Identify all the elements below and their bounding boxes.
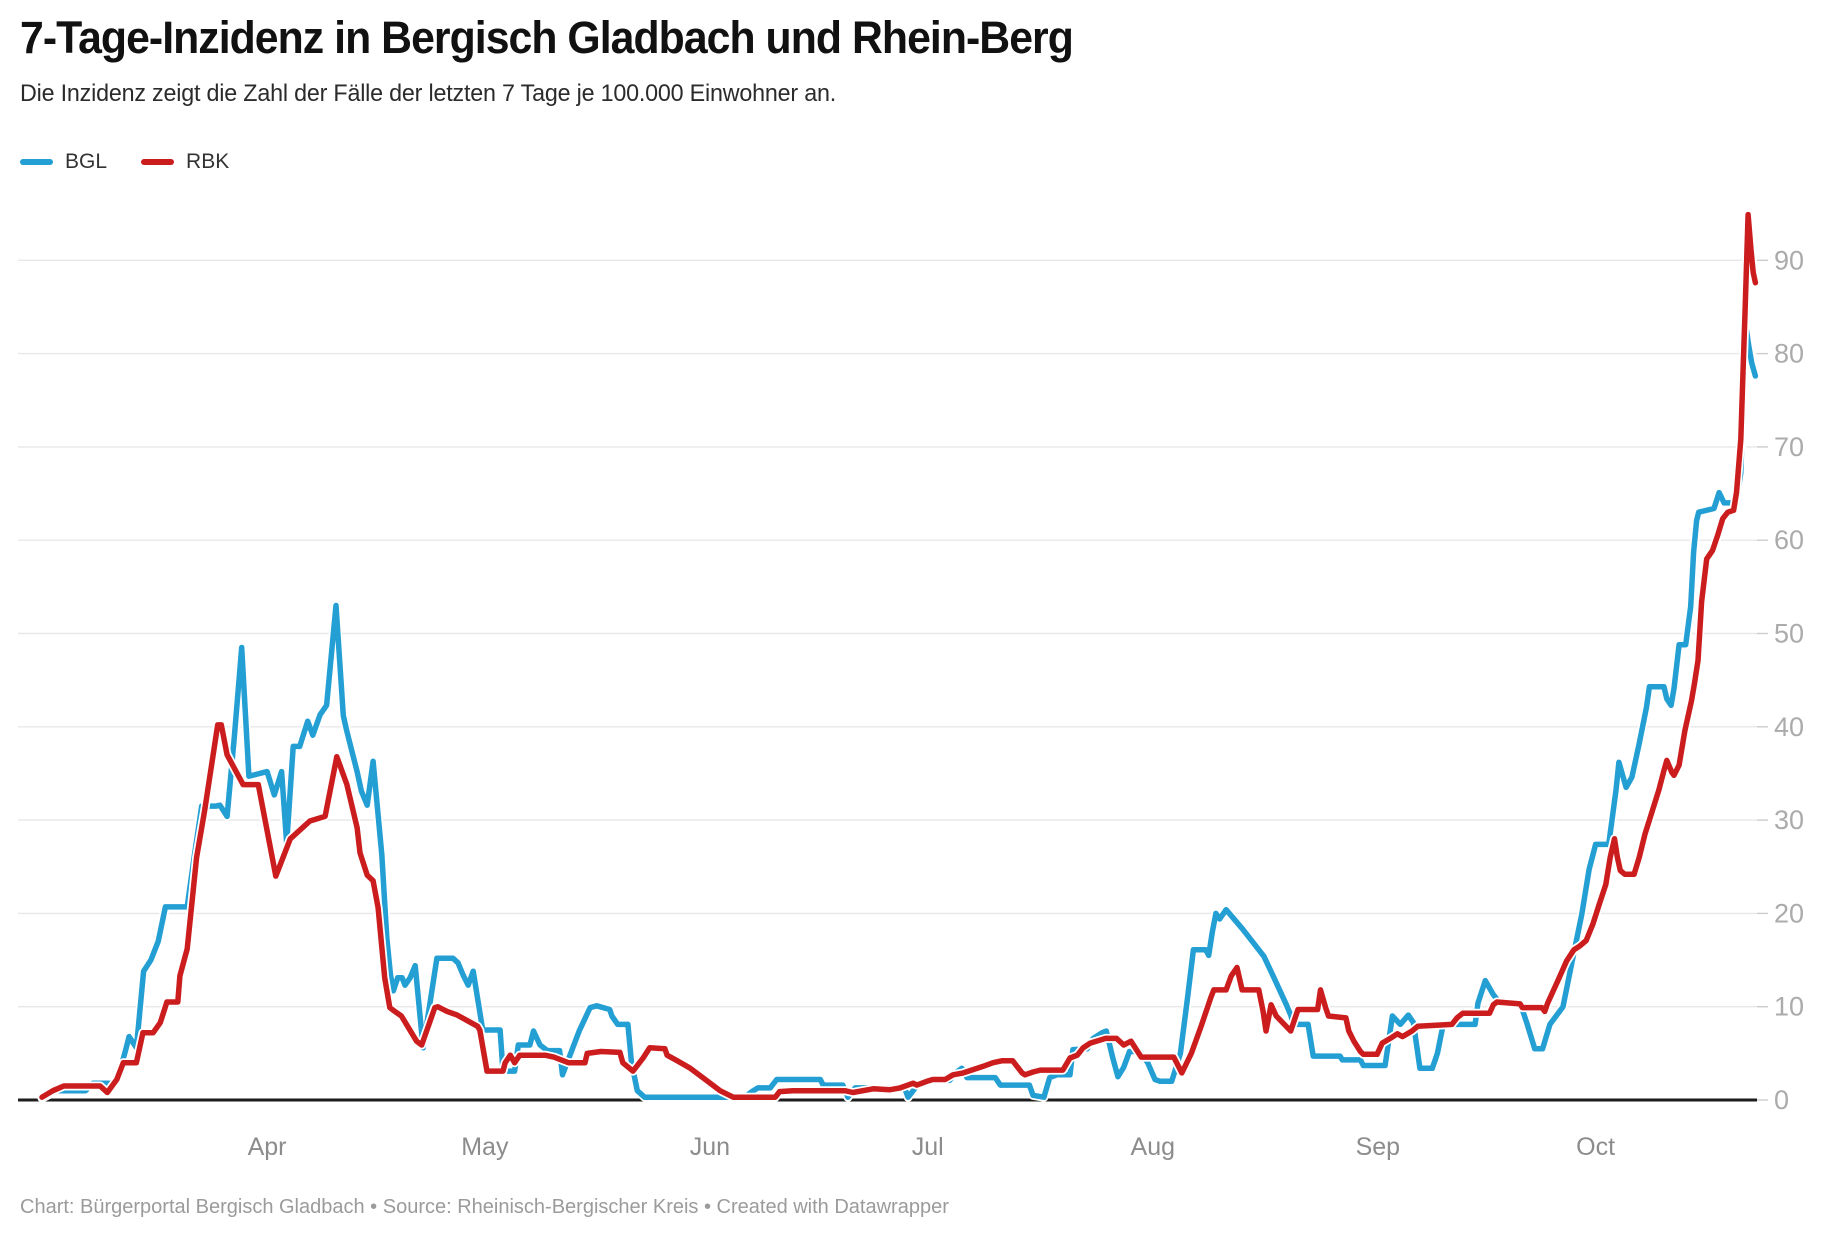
legend-item-rbk[interactable]: RBK — [141, 150, 229, 174]
line-chart-svg: 0 10 20 30 40 50 60 70 80 90 Apr May Jun Jul Aug Sep Oct — [18, 210, 1804, 1161]
series-casing-rbk — [37, 210, 1760, 1102]
y-tick-label-60: 60 — [1774, 525, 1804, 555]
y-tick-label-90: 90 — [1774, 245, 1804, 275]
page-title: 7-Tage-Inzidenz in Bergisch Gladbach und… — [20, 12, 1074, 63]
y-tick-label-30: 30 — [1774, 805, 1804, 835]
legend-item-bgl[interactable]: BGL — [20, 150, 107, 174]
series-line-rbk[interactable] — [39, 211, 1759, 1100]
y-tick-label-80: 80 — [1774, 339, 1804, 369]
y-tick-label-50: 50 — [1774, 619, 1804, 649]
y-tick-label-10: 10 — [1774, 992, 1804, 1022]
series-line-bgl[interactable] — [39, 323, 1759, 1101]
legend: BGL RBK — [20, 150, 229, 174]
x-tick-label-aug: Aug — [1131, 1133, 1175, 1161]
y-tick-label-20: 20 — [1774, 898, 1804, 928]
bgl-line-swatch — [20, 159, 53, 165]
x-tick-label-jun: Jun — [690, 1133, 730, 1161]
series-casing-bgl — [37, 322, 1760, 1103]
legend-label-rbk: RBK — [186, 150, 230, 173]
rbk-line-swatch — [141, 159, 175, 165]
chart-header: 7-Tage-Inzidenz in Bergisch Gladbach und… — [20, 12, 1820, 64]
x-tick-label-oct: Oct — [1576, 1133, 1615, 1161]
x-tick-label-apr: Apr — [248, 1133, 287, 1161]
incidence-line-chart: 0 10 20 30 40 50 60 70 80 90 Apr May Jun Jul Aug Sep Oct — [0, 180, 1840, 1190]
y-tick-label-0: 0 — [1774, 1085, 1789, 1115]
x-tick-label-sep: Sep — [1356, 1133, 1400, 1161]
chart-subtitle: Die Inzidenz zeigt die Zahl der Fälle de… — [20, 80, 836, 107]
x-tick-label-may: May — [461, 1133, 509, 1161]
x-tick-label-jul: Jul — [912, 1133, 944, 1161]
legend-label-bgl: BGL — [65, 150, 108, 173]
y-tick-label-40: 40 — [1774, 712, 1804, 742]
y-tick-label-70: 70 — [1774, 432, 1804, 462]
attribution-footer: Chart: Bürgerportal Bergisch Gladbach • … — [20, 1196, 949, 1218]
